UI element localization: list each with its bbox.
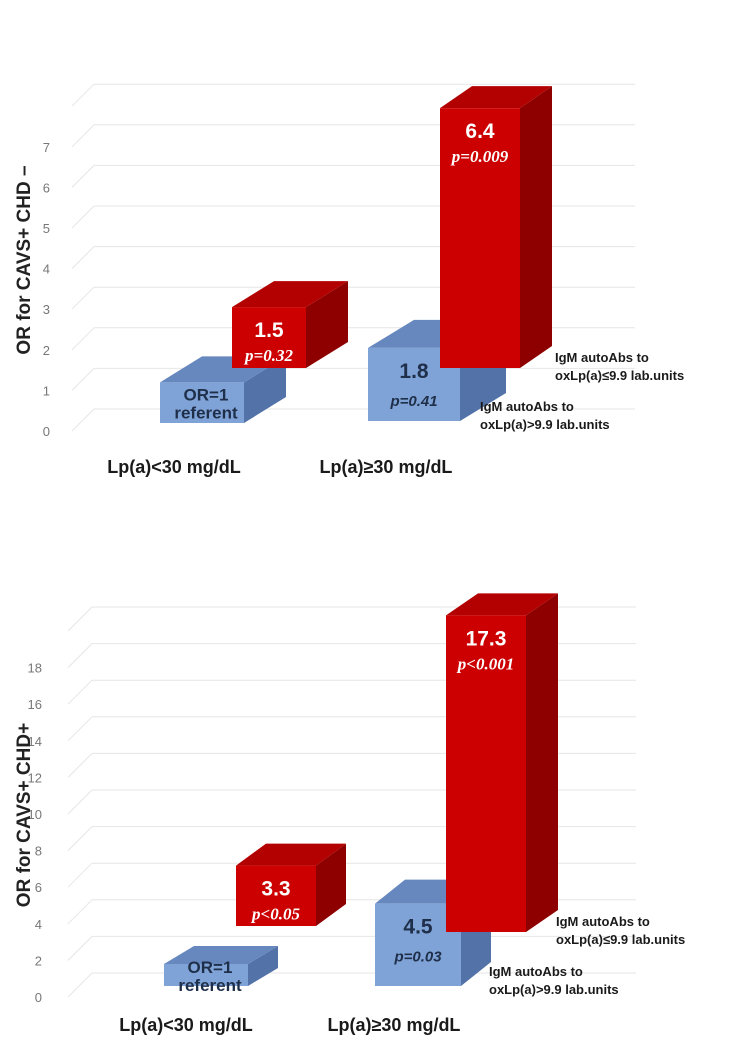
y-tick-label: 2 [35, 953, 42, 968]
legend-label: oxLp(a)≤9.9 lab.units [555, 368, 684, 383]
bar-red [232, 307, 306, 368]
y-tick-label: 1 [43, 383, 50, 398]
gridline-diagonal [67, 936, 93, 961]
bar-red-side [520, 86, 552, 368]
gridline-diagonal [71, 408, 95, 432]
y-tick-label: 0 [35, 990, 42, 1005]
gridline-diagonal [71, 368, 95, 391]
y-tick-label: 2 [43, 343, 50, 358]
y-tick-label: 6 [43, 180, 50, 195]
gridline-diagonal [67, 899, 93, 925]
y-tick-label: 18 [28, 661, 42, 676]
category-label: Lp(a)≥30 mg/dL [320, 457, 453, 477]
y-tick-label: 16 [28, 697, 42, 712]
y-tick-label: 8 [35, 844, 42, 859]
bar-blue-side [244, 356, 286, 423]
y-tick-label: 7 [43, 140, 50, 155]
y-axis-label: OR for CAVS+ CHD+ [14, 723, 35, 907]
bar-red-side [526, 593, 558, 932]
bar-value-label: 17.3 [466, 627, 507, 650]
legend-label: oxLp(a)>9.9 lab.units [489, 982, 619, 997]
bar-red-top [232, 281, 348, 308]
bar-value-label: 1.8 [399, 360, 429, 383]
y-tick-label: 4 [35, 917, 42, 932]
gridline-diagonal [67, 862, 93, 888]
bar-red-top [440, 86, 552, 109]
bar-value-label: 4.5 [403, 916, 433, 939]
bar-red-top [236, 843, 346, 866]
y-tick-label: 12 [28, 770, 42, 785]
y-tick-label: 10 [28, 807, 42, 822]
y-tick-label: 14 [28, 734, 42, 749]
category-label: Lp(a)≥30 mg/dL [328, 1015, 461, 1035]
gridline-diagonal [71, 327, 95, 351]
bar-blue-side [248, 946, 278, 986]
gridline-diagonal [67, 826, 93, 851]
gridline-diagonal [71, 246, 95, 269]
gridline-diagonal [71, 165, 95, 188]
gridline-diagonal [67, 606, 93, 632]
gridline-diagonal [71, 205, 95, 229]
bar-p-value-label: p=0.03 [393, 949, 442, 966]
bar-value-label: 3.3 [261, 878, 290, 901]
bar-red [440, 108, 520, 368]
bar-blue [160, 382, 244, 423]
gridline-diagonal [67, 753, 93, 778]
bar-red-side [306, 281, 348, 368]
bar-p-value-label: p=0.009 [450, 147, 509, 166]
y-tick-label: 0 [43, 424, 50, 439]
gridline-diagonal [67, 679, 93, 705]
y-tick-label: 4 [43, 262, 50, 277]
bar-p-value-label: p<0.001 [456, 654, 514, 673]
gridline-diagonal [71, 124, 95, 148]
bar-value-label: OR=1 [188, 958, 233, 977]
bar-blue-top [164, 946, 278, 964]
legend-label: IgM autoAbs to [480, 399, 574, 414]
bar-value-label: OR=1 [184, 386, 229, 405]
y-tick-label: 5 [43, 221, 50, 236]
legend-label: oxLp(a)≤9.9 lab.units [556, 932, 685, 947]
bar-referent-label: referent [178, 976, 242, 995]
y-axis-label: OR for CAVS+ CHD – [14, 165, 35, 354]
bar-value-label: 1.5 [254, 319, 284, 342]
bar-p-value-label: p<0.05 [250, 905, 300, 924]
gridline-diagonal [67, 716, 93, 742]
gridline-diagonal [67, 972, 93, 998]
gridline-diagonal [71, 286, 95, 310]
bar-value-label: 6.4 [465, 120, 495, 143]
gridline-diagonal [71, 83, 95, 107]
bar-red [446, 615, 526, 932]
gridline-diagonal [67, 789, 93, 815]
bar-red-top [446, 593, 558, 616]
bar-referent-label: referent [174, 404, 238, 423]
legend-label: IgM autoAbs to [489, 964, 583, 979]
category-label: Lp(a)<30 mg/dL [107, 457, 241, 477]
bar-blue [164, 964, 248, 986]
bar-red [236, 865, 316, 926]
legend-label: IgM autoAbs to [556, 914, 650, 929]
y-tick-label: 6 [35, 880, 42, 895]
bar-p-value-label: p=0.41 [389, 393, 437, 410]
legend-label: oxLp(a)>9.9 lab.units [480, 417, 610, 432]
bar-red-side [316, 843, 346, 926]
gridline-diagonal [67, 643, 93, 668]
bar-p-value-label: p=0.32 [243, 346, 293, 365]
y-tick-label: 3 [43, 302, 50, 317]
category-label: Lp(a)<30 mg/dL [119, 1015, 253, 1035]
legend-label: IgM autoAbs to [555, 350, 649, 365]
